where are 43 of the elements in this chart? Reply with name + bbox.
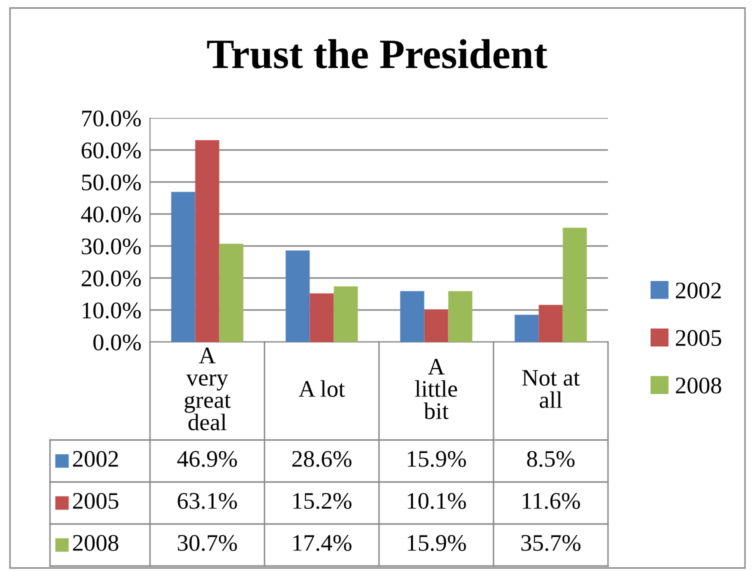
data-label: 30.7% (178, 534, 237, 552)
x-tick-label: A little bit (415, 358, 458, 420)
y-tick-label: 10.0% (82, 302, 141, 319)
y-tick-label: 60.0% (82, 142, 141, 159)
data-label: 17.4% (293, 534, 352, 552)
bar (424, 310, 448, 342)
data-label: 11.6% (522, 492, 580, 510)
bar (514, 314, 539, 342)
bar (171, 192, 196, 342)
bar (310, 293, 334, 342)
chart-title: Trust the President (207, 39, 548, 69)
bar (286, 250, 310, 342)
data-label: 35.7% (521, 534, 580, 552)
data-label: 63.1% (178, 492, 237, 510)
text: 2005 (73, 492, 118, 509)
legend-label: 2008 (676, 378, 722, 394)
x-tick-label: A very great deal (184, 348, 231, 430)
data-label: 15.9% (408, 534, 466, 552)
text: 2008 (73, 534, 118, 551)
legend-label: 2005 (676, 330, 722, 346)
x-tick-label: A lot (298, 380, 345, 397)
data-label: 15.9% (408, 450, 466, 468)
data-label: 10.1% (408, 492, 466, 510)
legend-label: 2002 (73, 450, 118, 467)
bar (400, 291, 424, 342)
text: 2002 (676, 282, 721, 298)
data-label: 28.6% (292, 450, 352, 468)
y-tick-label: 40.0% (81, 206, 141, 223)
data-label: 8.5% (527, 450, 575, 468)
x-tick-label: Not at all (522, 370, 580, 408)
y-tick-label: 20.0% (82, 270, 141, 287)
bar (538, 304, 563, 342)
data-label: 46.9% (177, 450, 237, 468)
y-tick-label: 50.0% (82, 174, 141, 191)
y-tick-label: 70.0% (82, 110, 141, 127)
data-label: 15.2% (293, 492, 352, 510)
bar (219, 244, 244, 342)
bar (334, 286, 358, 342)
y-tick-label: 0.0% (93, 334, 141, 351)
bar (195, 140, 220, 342)
bar (562, 228, 587, 342)
y-tick-label: 30.0% (82, 238, 141, 255)
bar (448, 291, 472, 342)
